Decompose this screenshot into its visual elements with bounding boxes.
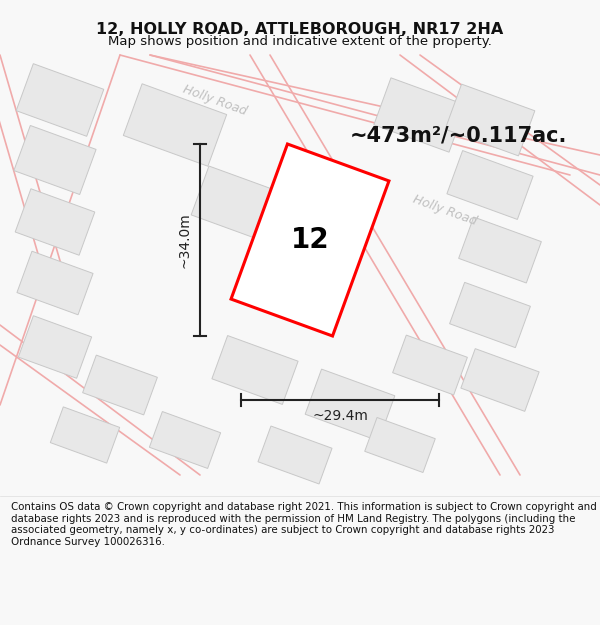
Polygon shape (374, 78, 466, 152)
Polygon shape (83, 355, 157, 415)
Polygon shape (15, 189, 95, 255)
Text: ~29.4m: ~29.4m (312, 409, 368, 423)
Polygon shape (449, 282, 530, 348)
Polygon shape (19, 316, 92, 378)
Polygon shape (124, 84, 227, 166)
Polygon shape (461, 349, 539, 411)
Text: ~34.0m: ~34.0m (177, 212, 191, 268)
Polygon shape (50, 407, 119, 463)
Polygon shape (445, 84, 535, 156)
Text: Holly Road: Holly Road (181, 82, 249, 118)
Polygon shape (149, 411, 221, 469)
Polygon shape (365, 418, 435, 472)
Text: Map shows position and indicative extent of the property.: Map shows position and indicative extent… (108, 35, 492, 48)
Text: Holly Road: Holly Road (411, 192, 479, 228)
Text: 12: 12 (290, 226, 329, 254)
Polygon shape (14, 126, 96, 194)
Polygon shape (392, 335, 467, 395)
Polygon shape (305, 369, 395, 441)
Polygon shape (231, 144, 389, 336)
Polygon shape (258, 426, 332, 484)
Polygon shape (17, 251, 93, 315)
Polygon shape (212, 336, 298, 404)
Polygon shape (191, 166, 289, 244)
Polygon shape (458, 217, 541, 283)
Polygon shape (16, 64, 104, 136)
Polygon shape (447, 151, 533, 219)
Text: ~473m²/~0.117ac.: ~473m²/~0.117ac. (350, 125, 568, 145)
Text: Contains OS data © Crown copyright and database right 2021. This information is : Contains OS data © Crown copyright and d… (11, 502, 596, 547)
Text: 12, HOLLY ROAD, ATTLEBOROUGH, NR17 2HA: 12, HOLLY ROAD, ATTLEBOROUGH, NR17 2HA (97, 22, 503, 37)
